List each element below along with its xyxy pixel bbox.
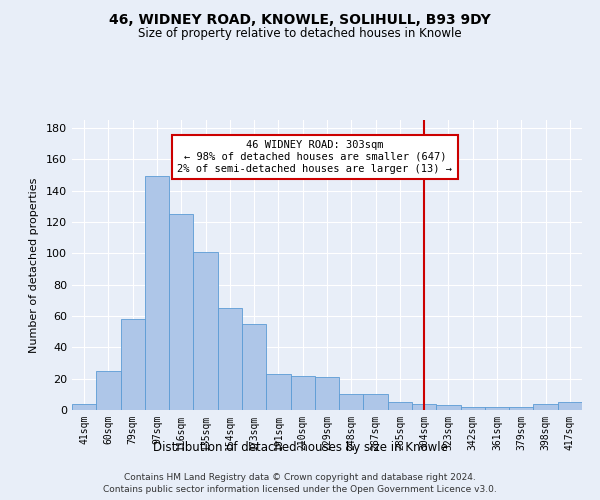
Bar [72, 404, 96, 410]
Bar [558, 402, 582, 410]
Text: 46, WIDNEY ROAD, KNOWLE, SOLIHULL, B93 9DY: 46, WIDNEY ROAD, KNOWLE, SOLIHULL, B93 9… [109, 12, 491, 26]
Bar [96, 371, 121, 410]
Text: Contains public sector information licensed under the Open Government Licence v3: Contains public sector information licen… [103, 485, 497, 494]
Bar [533, 404, 558, 410]
Y-axis label: Number of detached properties: Number of detached properties [29, 178, 39, 352]
Bar [121, 319, 145, 410]
Bar [193, 252, 218, 410]
Text: Distribution of detached houses by size in Knowle: Distribution of detached houses by size … [152, 441, 448, 454]
Bar [218, 308, 242, 410]
Text: 46 WIDNEY ROAD: 303sqm
← 98% of detached houses are smaller (647)
2% of semi-det: 46 WIDNEY ROAD: 303sqm ← 98% of detached… [178, 140, 452, 173]
Bar [461, 407, 485, 410]
Bar [509, 407, 533, 410]
Bar [485, 407, 509, 410]
Bar [266, 374, 290, 410]
Bar [290, 376, 315, 410]
Bar [169, 214, 193, 410]
Bar [315, 377, 339, 410]
Text: Size of property relative to detached houses in Knowle: Size of property relative to detached ho… [138, 28, 462, 40]
Bar [242, 324, 266, 410]
Bar [364, 394, 388, 410]
Text: Contains HM Land Registry data © Crown copyright and database right 2024.: Contains HM Land Registry data © Crown c… [124, 472, 476, 482]
Bar [339, 394, 364, 410]
Bar [388, 402, 412, 410]
Bar [412, 404, 436, 410]
Bar [436, 406, 461, 410]
Bar [145, 176, 169, 410]
